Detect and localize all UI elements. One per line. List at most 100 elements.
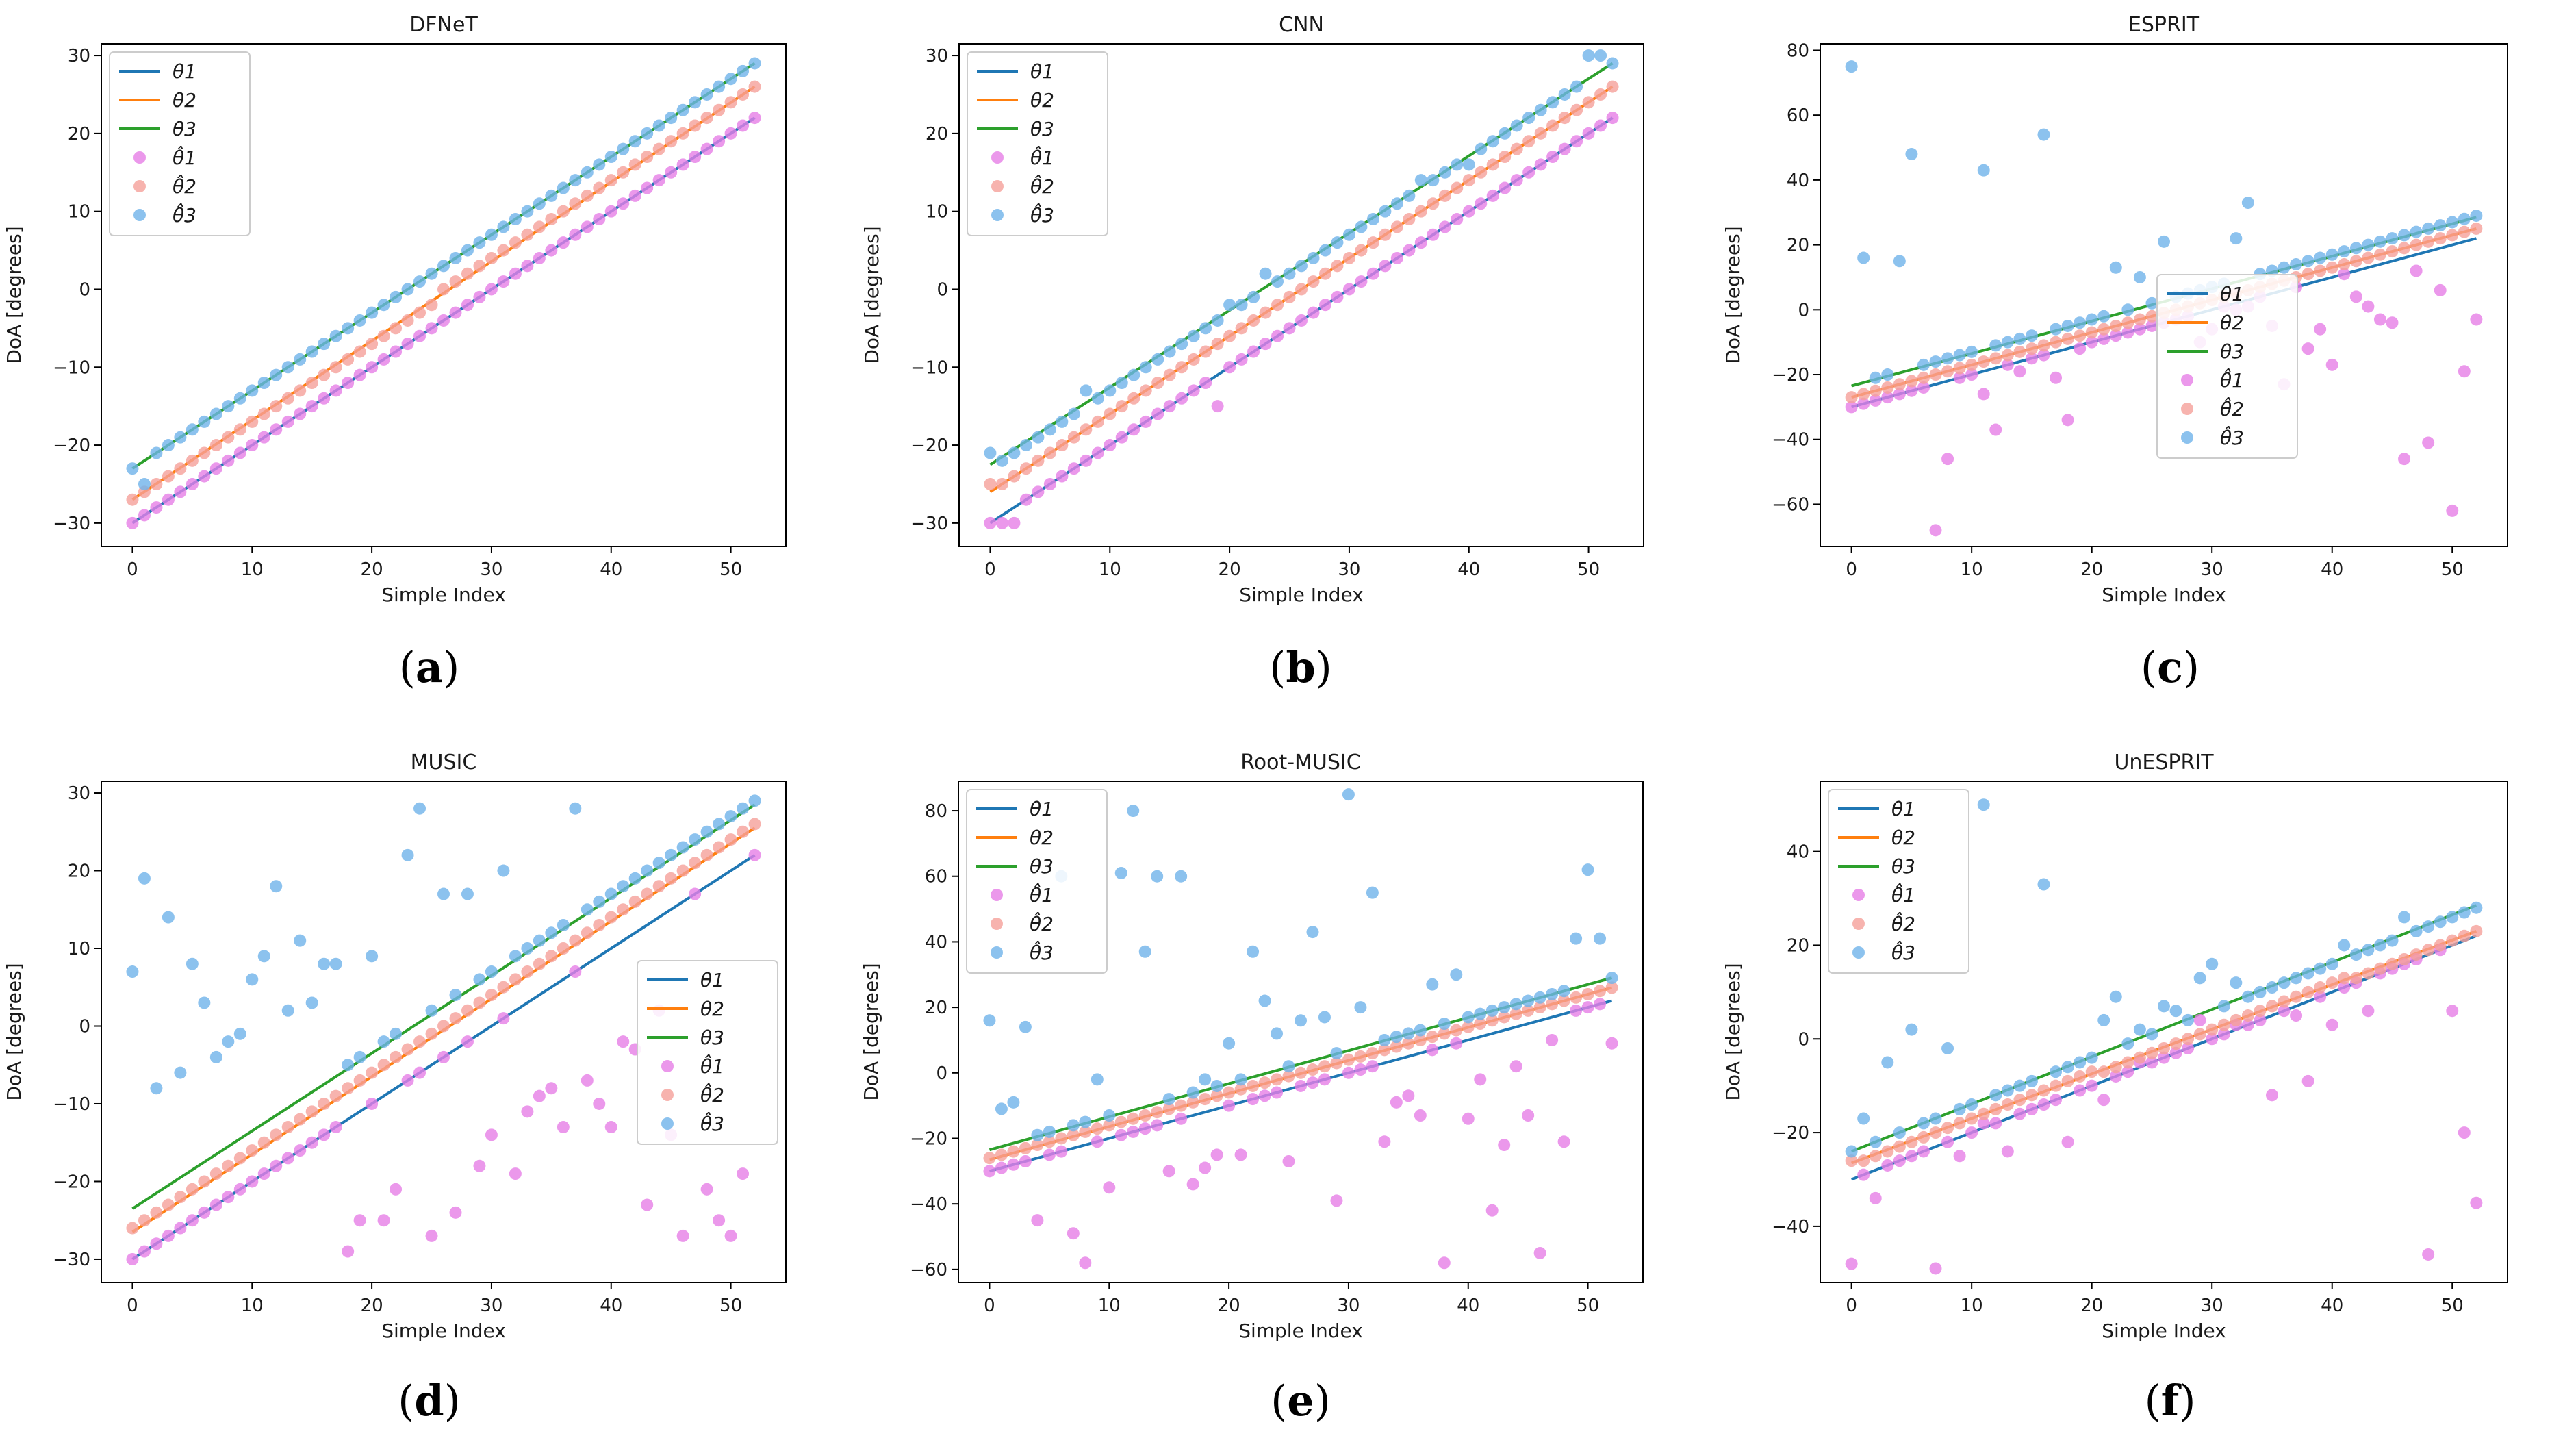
data-point-est2 bbox=[737, 825, 750, 838]
data-point-est3 bbox=[1079, 1115, 1092, 1128]
panel-esprit: ESPRIT 0 10 20 30 40 50 −60 −40 −20 0 20 40 60 80 Simpl… bbox=[1717, 0, 2576, 720]
data-point-est1 bbox=[1331, 290, 1344, 303]
data-point-est3 bbox=[1474, 1007, 1487, 1020]
data-point-est2 bbox=[366, 1066, 379, 1079]
data-point-est1 bbox=[1366, 267, 1379, 280]
legend-label: θ3 bbox=[1891, 855, 1915, 878]
data-point-est3 bbox=[1342, 228, 1355, 241]
panel-music: MUSIC 0 10 20 30 40 50 −30 −20 −10 0 10 20 30 Simple I… bbox=[0, 736, 858, 1440]
data-point-est1 bbox=[294, 1144, 307, 1157]
data-point-est3 bbox=[413, 802, 426, 815]
legend-label: θ3 bbox=[2220, 340, 2244, 363]
data-point-est2 bbox=[2025, 1089, 2038, 1102]
data-point-est3 bbox=[1342, 788, 1355, 801]
data-point-est2 bbox=[2050, 336, 2063, 349]
y-tick-label: 80 bbox=[925, 801, 947, 822]
data-point-est3 bbox=[1606, 57, 1619, 70]
data-point-est3 bbox=[281, 361, 294, 374]
data-point-est1 bbox=[1845, 401, 1858, 414]
data-point-est3 bbox=[449, 251, 462, 264]
legend-label: θ2 bbox=[1891, 826, 1915, 849]
data-point-est1 bbox=[1104, 439, 1117, 452]
x-tick-label: 40 bbox=[600, 559, 622, 580]
data-point-est3 bbox=[2182, 1013, 2195, 1026]
data-point-est3 bbox=[413, 275, 426, 288]
data-point-est3 bbox=[557, 181, 570, 194]
legend-swatch-est2 bbox=[991, 918, 1003, 930]
data-point-est3 bbox=[497, 220, 510, 233]
data-point-est1 bbox=[545, 244, 558, 257]
chart-root-music: Root-MUSIC 0 10 20 30 40 50 −60 −40 −20 0 20 40 60 80 S… bbox=[860, 750, 1644, 1342]
data-point-est2 bbox=[2398, 952, 2411, 965]
data-point-est2 bbox=[2001, 1098, 2014, 1111]
data-point-est2 bbox=[1474, 1018, 1487, 1031]
data-point-est1 bbox=[533, 1089, 546, 1102]
data-point-est2 bbox=[437, 283, 450, 296]
data-point-est1 bbox=[2314, 323, 2327, 336]
data-point-est2 bbox=[1008, 470, 1021, 483]
data-point-est2 bbox=[748, 80, 761, 93]
legend: θ1 θ2 θ3 θ̂1 θ̂2 θ̂3 bbox=[637, 960, 778, 1145]
data-point-est3 bbox=[174, 431, 187, 444]
data-point-est1 bbox=[1606, 112, 1619, 125]
data-point-est3 bbox=[294, 934, 307, 947]
data-point-est3 bbox=[186, 423, 199, 436]
data-point-est2 bbox=[1929, 368, 1942, 381]
data-point-est3 bbox=[2301, 255, 2314, 268]
x-tick-label: 50 bbox=[719, 559, 742, 580]
data-point-est3 bbox=[2013, 332, 2026, 345]
data-point-est1 bbox=[1271, 1086, 1284, 1099]
data-point-est2 bbox=[1162, 1102, 1175, 1115]
data-point-est3 bbox=[246, 384, 259, 397]
data-point-est2 bbox=[1163, 368, 1176, 381]
legend-label: θ̂2 bbox=[2220, 396, 2244, 420]
data-point-est2 bbox=[377, 1059, 390, 1072]
data-point-est3 bbox=[2325, 248, 2338, 261]
data-point-est2 bbox=[473, 260, 486, 273]
legend-label: θ̂1 bbox=[1030, 882, 1054, 907]
data-point-est2 bbox=[1210, 1089, 1223, 1102]
data-point-est1 bbox=[1546, 1033, 1559, 1046]
legend-label: θ̂2 bbox=[1891, 911, 1915, 935]
data-point-est2 bbox=[401, 314, 414, 327]
data-point-est2 bbox=[1869, 1150, 1882, 1163]
data-point-est1 bbox=[473, 290, 486, 303]
data-point-est3 bbox=[2121, 303, 2134, 316]
data-point-est1 bbox=[318, 392, 331, 405]
data-point-est2 bbox=[390, 1050, 403, 1063]
data-point-est1 bbox=[209, 1198, 222, 1211]
data-point-est1 bbox=[2050, 371, 2063, 384]
data-point-est2 bbox=[1403, 213, 1416, 226]
legend-swatch-est1 bbox=[991, 889, 1003, 901]
data-point-est1 bbox=[1533, 1246, 1546, 1259]
data-point-est3 bbox=[366, 950, 379, 963]
y-tick-label: −10 bbox=[53, 1094, 90, 1115]
data-point-est1 bbox=[2410, 264, 2423, 277]
legend-label: θ̂3 bbox=[1030, 202, 1054, 227]
data-point-est3 bbox=[1138, 945, 1151, 958]
data-point-est3 bbox=[2074, 316, 2087, 329]
data-point-est3 bbox=[2085, 1051, 2098, 1064]
data-point-est3 bbox=[2446, 216, 2459, 229]
data-point-est1 bbox=[2097, 1094, 2110, 1107]
data-point-est3 bbox=[1557, 985, 1570, 998]
data-point-est1 bbox=[1953, 1150, 1966, 1163]
legend-swatch-est2 bbox=[2181, 403, 2193, 415]
caption-e: (e) bbox=[1271, 1376, 1331, 1426]
data-point-est2 bbox=[1534, 127, 1547, 140]
data-point-est2 bbox=[604, 174, 617, 187]
data-point-est3 bbox=[1953, 1102, 1966, 1115]
data-point-est2 bbox=[401, 1043, 414, 1056]
data-point-est1 bbox=[2037, 1098, 2050, 1111]
data-point-est3 bbox=[737, 64, 750, 77]
data-point-est2 bbox=[318, 1097, 331, 1110]
caption-b: (b) bbox=[1269, 642, 1332, 692]
data-point-est3 bbox=[1403, 189, 1416, 202]
data-point-est1 bbox=[233, 446, 246, 459]
panel-dfnet: DFNeT 0 10 20 30 40 50 −30 −20 −10 0 10 20 30 Simple I… bbox=[0, 0, 858, 720]
data-point-est1 bbox=[1295, 1079, 1307, 1092]
data-point-est3 bbox=[509, 213, 522, 226]
legend-swatch-est3 bbox=[133, 209, 146, 221]
data-point-est3 bbox=[1533, 991, 1546, 1004]
data-point-est2 bbox=[1355, 244, 1368, 257]
